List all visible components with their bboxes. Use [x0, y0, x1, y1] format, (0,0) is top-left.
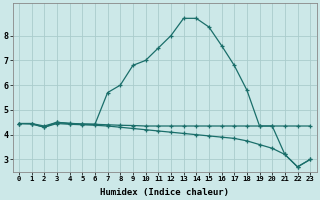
X-axis label: Humidex (Indice chaleur): Humidex (Indice chaleur) [100, 188, 229, 197]
